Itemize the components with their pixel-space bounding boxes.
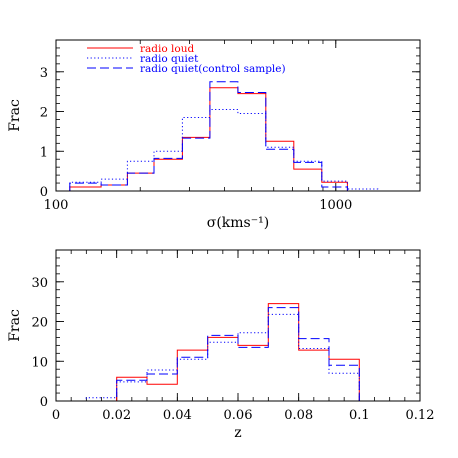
- series-radio-quiet-control-histogram: [56, 307, 360, 402]
- x-tick-label: 0.1: [349, 408, 370, 423]
- y-axis-label: Frac: [7, 99, 23, 132]
- x-tick-label: 1000: [319, 198, 352, 213]
- legend-label: radio loud: [140, 43, 194, 55]
- x-tick-label: 100: [44, 198, 69, 213]
- plot-frame: [55, 39, 421, 192]
- y-tick-label: 30: [31, 276, 48, 291]
- x-axis-label: z: [234, 425, 241, 441]
- y-tick-label: 3: [40, 66, 48, 81]
- y-tick-label: 0: [40, 185, 48, 200]
- x-tick-label: 0.08: [284, 408, 313, 423]
- y-axis-label: Frac: [7, 309, 23, 342]
- legend-label: radio quiet(control sample): [140, 63, 286, 75]
- x-tick-label: 0.02: [102, 408, 131, 423]
- x-tick-label: 0.12: [406, 408, 435, 423]
- series-radio-loud-histogram: [69, 87, 378, 192]
- y-tick-label: 10: [31, 355, 48, 370]
- y-tick-label: 20: [31, 316, 48, 331]
- legend-label: radio quiet: [140, 53, 199, 65]
- y-tick-label: 2: [40, 106, 48, 121]
- x-tick-label: 0: [52, 408, 60, 423]
- x-tick-label: 0.06: [224, 408, 253, 423]
- y-tick-label: 0: [40, 395, 48, 410]
- series-radio-quiet-histogram: [69, 109, 379, 191]
- x-tick-label: 0.04: [163, 408, 192, 423]
- x-axis-label: σ(kms⁻¹): [207, 215, 269, 231]
- series-radio-loud-histogram: [56, 303, 360, 402]
- panel-2: 0 0.02 0.04 0.06 0.08 0.1 0.12 0 10 20 30 z Frac: [7, 249, 435, 441]
- series-radio-quiet-control-histogram: [69, 81, 378, 192]
- plot-frame: [55, 249, 421, 402]
- y-tick-label: 1: [40, 145, 48, 160]
